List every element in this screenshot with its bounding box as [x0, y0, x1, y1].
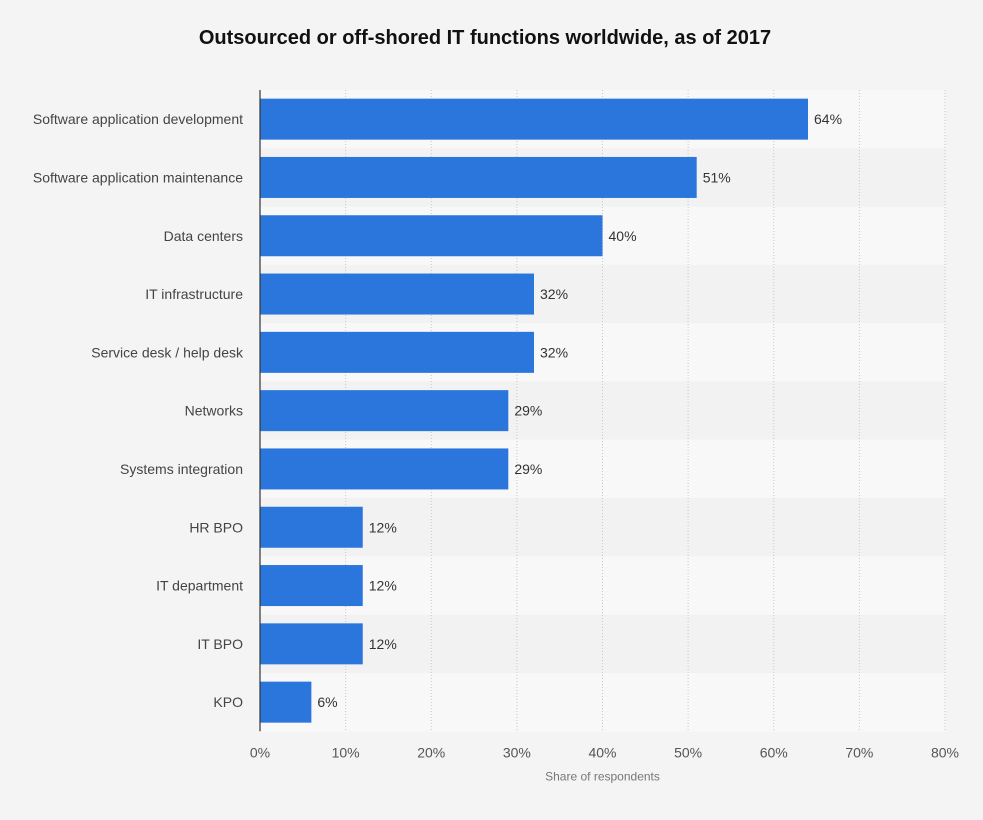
x-tick-label: 10%: [332, 744, 360, 760]
value-label: 29%: [514, 403, 542, 419]
x-tick-label: 40%: [588, 744, 616, 760]
value-label: 12%: [369, 519, 397, 535]
x-tick-label: 20%: [417, 744, 445, 760]
x-tick-label: 50%: [674, 744, 702, 760]
bar: [260, 681, 312, 723]
bar: [260, 215, 603, 257]
bars: [260, 98, 808, 723]
value-label: 6%: [317, 694, 337, 710]
value-label: 40%: [609, 228, 637, 244]
bar: [260, 156, 697, 198]
bar: [260, 331, 534, 373]
category-label: Systems integration: [120, 461, 243, 477]
x-tick-labels: 0% 10% 20% 30% 40% 50% 60% 70% 80%: [250, 744, 959, 760]
x-tick-label: 60%: [760, 744, 788, 760]
category-labels: Software application development Software…: [33, 111, 244, 710]
value-label: 29%: [514, 461, 542, 477]
value-label: 51%: [703, 169, 731, 185]
bar: [260, 565, 363, 607]
x-axis-title: Share of respondents: [545, 769, 660, 783]
value-labels: 64% 51% 40% 32% 32% 29% 29% 12% 12% 12% 6%: [317, 111, 842, 710]
category-label: IT department: [156, 578, 243, 594]
value-label: 64%: [814, 111, 842, 127]
bar: [260, 273, 534, 315]
value-label: 32%: [540, 344, 568, 360]
category-label: Networks: [185, 403, 243, 419]
chart-title: Outsourced or off-shored IT functions wo…: [198, 27, 772, 49]
category-label: KPO: [213, 694, 243, 710]
value-label: 32%: [540, 286, 568, 302]
bar: [260, 390, 509, 432]
x-tick-label: 30%: [503, 744, 531, 760]
x-tick-label: 70%: [845, 744, 873, 760]
category-label: Software application maintenance: [33, 169, 243, 185]
value-label: 12%: [369, 578, 397, 594]
category-label: HR BPO: [189, 519, 243, 535]
category-label: Data centers: [164, 228, 243, 244]
bar: [260, 506, 363, 548]
category-label: Service desk / help desk: [91, 344, 244, 360]
value-label: 12%: [369, 636, 397, 652]
bar: [260, 448, 509, 490]
x-tick-label: 0%: [250, 744, 270, 760]
bar: [260, 98, 808, 140]
x-tick-label: 80%: [931, 744, 959, 760]
category-label: Software application development: [33, 111, 243, 127]
category-label: IT BPO: [197, 636, 243, 652]
category-label: IT infrastructure: [145, 286, 243, 302]
bar: [260, 623, 363, 665]
